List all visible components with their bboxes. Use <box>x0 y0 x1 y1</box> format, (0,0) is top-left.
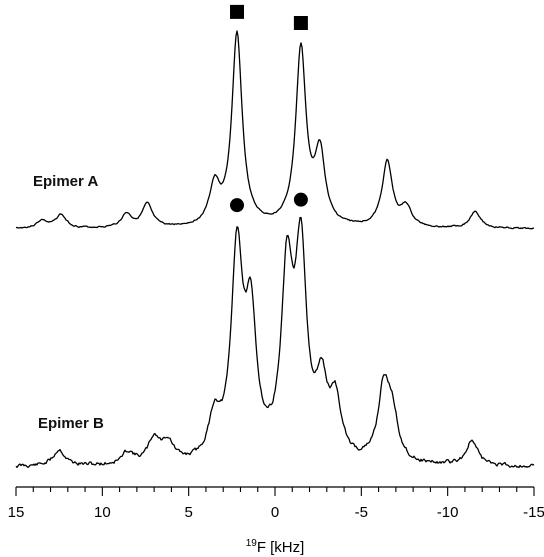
series-labels: Epimer A Epimer B <box>33 173 104 432</box>
x-tick-label: 5 <box>184 504 192 521</box>
series-label-epimer-b: Epimer B <box>38 415 104 432</box>
peak-marker-circle-1 <box>230 198 245 213</box>
x-tick-label: -5 <box>355 504 368 521</box>
peak-marker-square-2 <box>293 15 308 30</box>
traces <box>15 30 535 469</box>
peak-marker-square-1 <box>230 4 245 19</box>
x-axis-title-superscript: 19 <box>246 538 258 549</box>
x-tick-label: 0 <box>271 504 279 521</box>
spectrum-trace-epimer-a <box>15 30 534 230</box>
x-axis-ticks: 15 10 5 0 -5 -10 -15 <box>8 487 544 521</box>
series-label-epimer-a: Epimer A <box>33 173 98 190</box>
x-tick-label: -10 <box>437 504 459 521</box>
x-tick-label: 15 <box>8 504 25 521</box>
x-axis-title-text: F [kHz] <box>257 539 305 556</box>
peak-marker-circle-2 <box>293 192 308 207</box>
x-axis-title: 19F [kHz] <box>246 538 305 556</box>
spectrum-trace-epimer-b <box>15 216 535 469</box>
peak-markers <box>230 4 308 213</box>
x-tick-label: -15 <box>523 504 544 521</box>
x-tick-label: 10 <box>94 504 111 521</box>
